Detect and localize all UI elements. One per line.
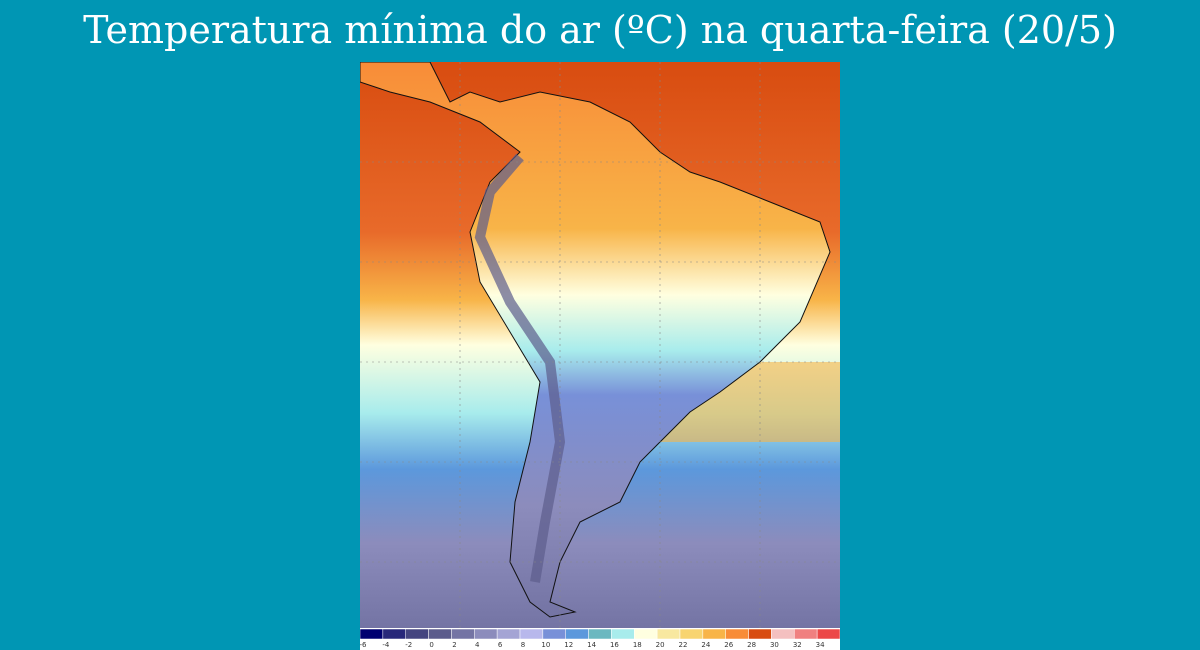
colorbar-swatch <box>360 628 384 640</box>
colorbar-swatch <box>656 628 681 640</box>
colorbar-label: 30 <box>770 641 779 649</box>
colorbar-label: 14 <box>587 641 596 649</box>
colorbar-swatch <box>382 628 406 640</box>
colorbar-swatch <box>565 628 589 640</box>
colorbar-label: 6 <box>498 641 503 649</box>
map: -6 -4 -2 0 2 4 6 8 10 12 14 16 18 20 22 24 26 28 30 32 34 <box>360 62 840 650</box>
title: Temperatura mínima do ar (ºC) na quarta-… <box>83 8 1117 52</box>
colorbar-swatch <box>794 628 818 640</box>
colorbar-swatch <box>496 628 521 640</box>
colorbar-label: 28 <box>747 641 756 649</box>
colorbar-swatch <box>542 628 566 640</box>
colorbar-swatch <box>725 628 749 640</box>
colorbar-swatch <box>519 628 544 640</box>
colorbar-label: 32 <box>793 641 802 649</box>
colorbar-swatch <box>451 628 475 640</box>
colorbar-swatch <box>474 628 498 640</box>
colorbar-label: 16 <box>610 641 619 649</box>
colorbar-label: 24 <box>701 641 710 649</box>
colorbar-label: -6 <box>360 641 367 649</box>
colorbar-swatch <box>771 628 795 640</box>
colorbar-label: 8 <box>521 641 525 649</box>
colorbar-label: 20 <box>656 641 665 649</box>
colorbar-label: 12 <box>564 641 573 649</box>
colorbar-label: -2 <box>405 641 412 649</box>
colorbar-label: -4 <box>382 641 390 649</box>
continent <box>360 62 831 618</box>
colorbar-label: 4 <box>475 641 480 649</box>
colorbar-swatch <box>748 628 772 640</box>
colorbar-swatch <box>816 628 840 640</box>
colorbar-label: 18 <box>633 641 642 649</box>
colorbar-swatch <box>679 628 704 640</box>
colorbar-label: 2 <box>452 641 456 649</box>
colorbar-swatch <box>588 628 612 640</box>
colorbar-swatch <box>611 628 635 640</box>
colorbar-label: 22 <box>679 641 688 649</box>
graticule <box>360 62 840 628</box>
colorbar-swatch <box>405 628 429 640</box>
colorbar-swatch <box>428 628 452 640</box>
colorbar-label: 0 <box>429 641 433 649</box>
colorbar-swatch <box>702 628 726 640</box>
andes <box>474 153 566 583</box>
colorbar-swatch <box>634 628 658 640</box>
colorbar-label: 34 <box>816 641 825 649</box>
colorbar-label: 10 <box>541 641 550 649</box>
colorbar-label: 26 <box>724 641 733 649</box>
